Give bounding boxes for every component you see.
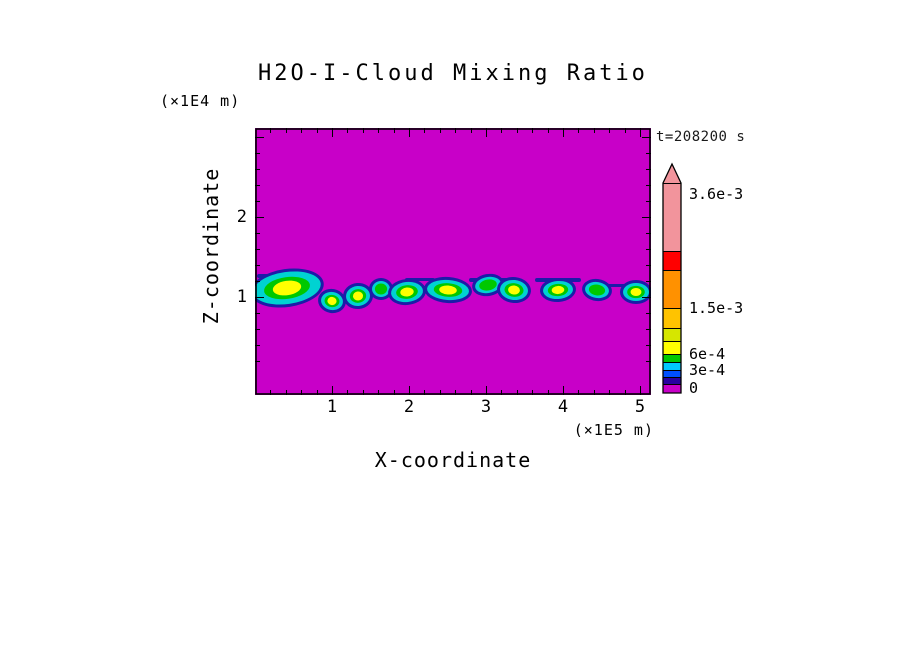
colorbar-label: 6e-4	[689, 345, 725, 363]
x-tick-label: 3	[480, 397, 492, 417]
chart-title: H2O-I-Cloud Mixing Ratio	[258, 61, 648, 86]
y-tick-label: 2	[236, 207, 247, 227]
x-tick-label: 5	[634, 397, 646, 417]
cloud-blob	[472, 273, 504, 297]
cloud-blob	[343, 282, 373, 310]
colorbar-segment	[663, 183, 681, 251]
colorbar-segment	[663, 377, 681, 384]
cloud-blob	[369, 278, 393, 300]
colorbar-segment	[663, 384, 681, 393]
colorbar-outline	[662, 162, 682, 394]
colorbar-label: 3e-4	[689, 361, 725, 379]
colorbar-segment	[663, 354, 681, 362]
colorbar-segment	[663, 341, 681, 354]
cloud-blob	[540, 277, 576, 303]
colorbar-label: 3.6e-3	[689, 185, 743, 203]
colorbar-segment	[663, 328, 681, 341]
y-tick-label: 1	[236, 287, 247, 307]
plot-frame	[255, 128, 651, 395]
plot-background	[255, 128, 651, 395]
y-axis-units: (×1E4 m)	[160, 92, 241, 110]
x-axis-units: (×1E5 m)	[573, 421, 654, 439]
cloud-blob	[318, 288, 346, 314]
cloud-blob	[255, 268, 324, 308]
time-annotation: t=208200 s	[656, 129, 746, 145]
cloud-blob	[620, 280, 651, 304]
cloud-blob	[582, 278, 612, 302]
heatmap-plot	[255, 128, 651, 395]
x-tick-label: 4	[557, 397, 569, 417]
cloud-blob	[388, 278, 426, 306]
colorbar-segment	[663, 370, 681, 377]
colorbar-label: 0	[689, 379, 698, 397]
colorbar-segment	[663, 270, 681, 308]
cloud-blob	[497, 276, 531, 304]
x-axis-label: X-coordinate	[374, 448, 532, 472]
y-axis-label: Z-coordinate	[199, 167, 223, 325]
x-tick-labels: 1 2 3 4 5	[255, 397, 651, 419]
colorbar-segment	[663, 251, 681, 270]
colorbar-segment	[663, 362, 681, 370]
colorbar: 3.6e-3 1.5e-3 6e-43e-40	[662, 162, 743, 397]
cloud-blob	[424, 276, 472, 304]
colorbar-arrow-tip	[663, 164, 681, 183]
x-tick-label: 2	[403, 397, 415, 417]
colorbar-label: 1.5e-3	[689, 299, 743, 317]
colorbar-segment	[663, 308, 681, 328]
x-tick-label: 1	[326, 397, 338, 417]
